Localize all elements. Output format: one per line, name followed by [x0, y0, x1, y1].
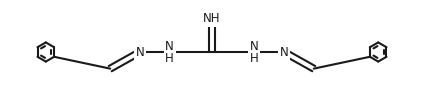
- Text: N: N: [136, 46, 144, 58]
- Text: N: N: [165, 40, 174, 53]
- Text: H: H: [250, 53, 259, 66]
- Text: H: H: [165, 53, 174, 66]
- Text: N: N: [280, 46, 288, 58]
- Text: NH: NH: [203, 12, 221, 25]
- Text: N: N: [250, 40, 259, 53]
